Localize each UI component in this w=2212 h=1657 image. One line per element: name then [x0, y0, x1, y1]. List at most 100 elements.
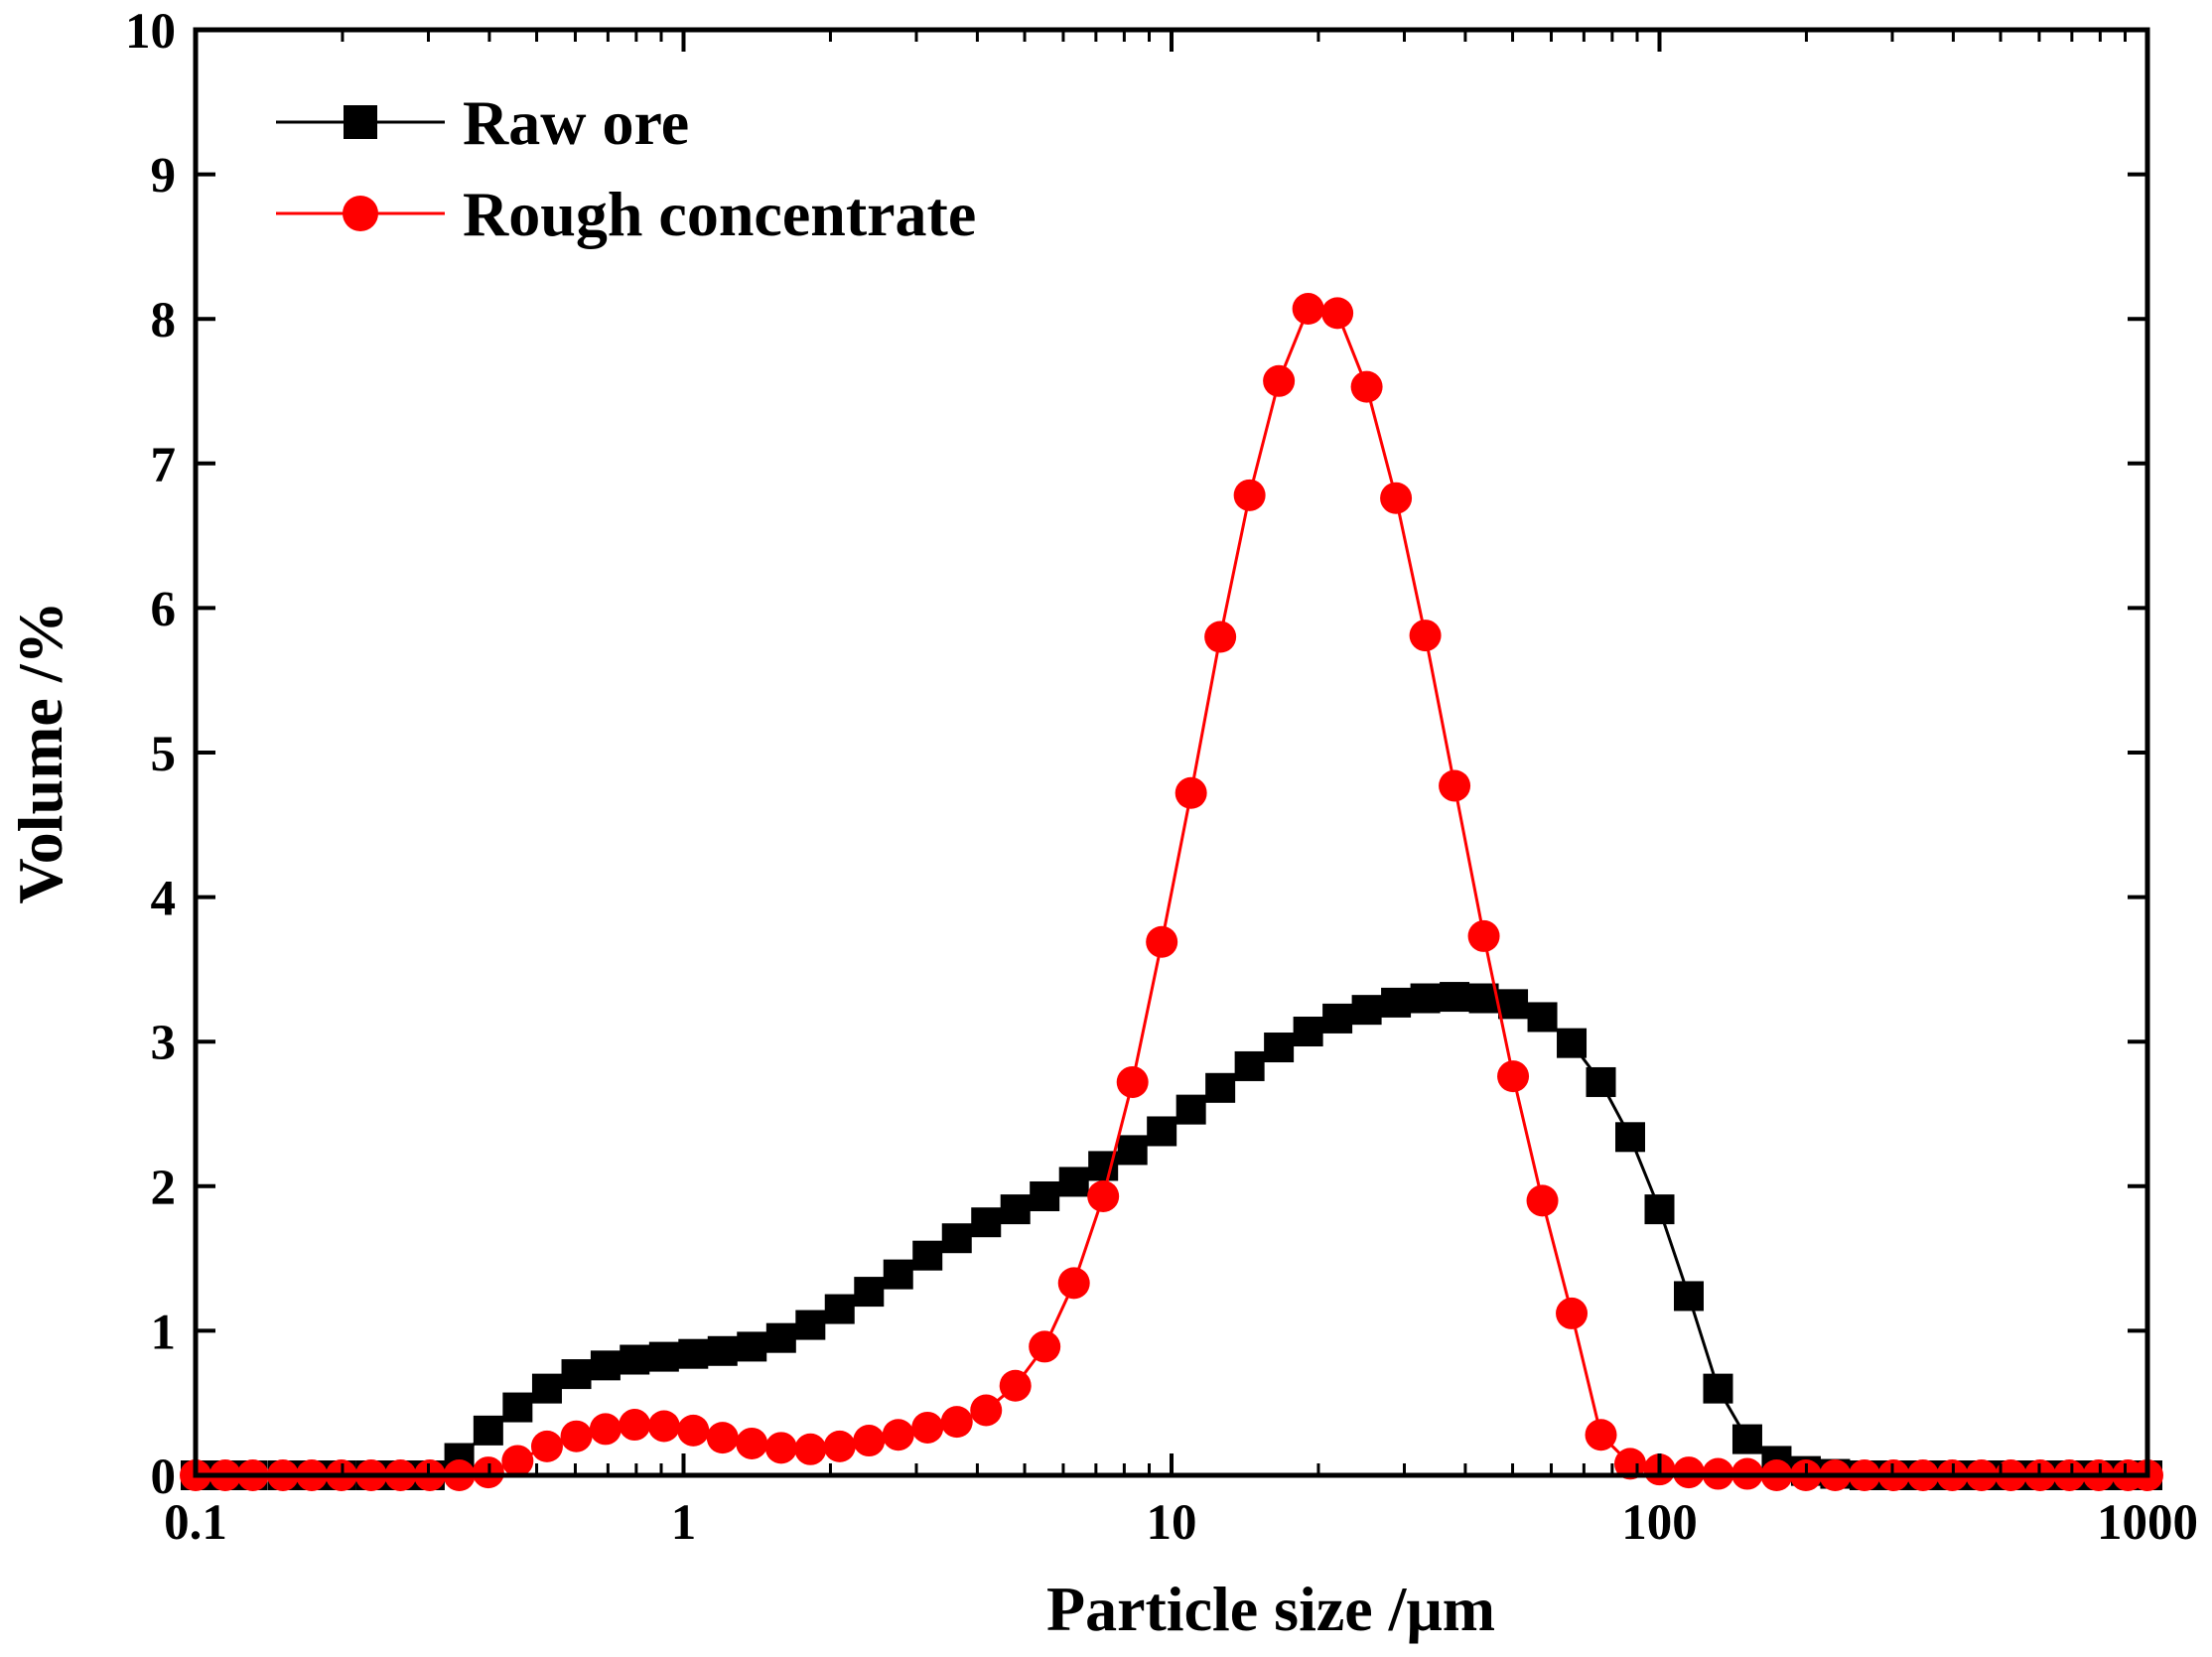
legend-label-rough-concentrate: Rough concentrate [463, 179, 976, 249]
data-point-rough-concentrate [1409, 620, 1442, 652]
x-tick-label: 1 [671, 1495, 697, 1551]
data-point-raw-ore [1175, 1094, 1206, 1125]
series-raw-ore [181, 982, 2162, 1490]
data-point-rough-concentrate [1672, 1456, 1705, 1489]
data-point-rough-concentrate [1556, 1297, 1589, 1329]
data-point-rough-concentrate [677, 1414, 710, 1447]
y-tick-label: 5 [151, 727, 177, 782]
data-point-raw-ore [620, 1344, 650, 1375]
data-point-raw-ore [1293, 1017, 1323, 1047]
y-tick-label: 7 [151, 438, 177, 493]
data-point-raw-ore [1351, 995, 1382, 1026]
data-point-raw-ore [971, 1207, 1002, 1238]
data-point-rough-concentrate [1116, 1065, 1149, 1098]
data-point-raw-ore [473, 1415, 503, 1446]
data-point-raw-ore [1703, 1373, 1733, 1404]
y-tick-label: 4 [151, 872, 177, 927]
data-point-rough-concentrate [1263, 364, 1296, 397]
data-point-rough-concentrate [589, 1413, 622, 1446]
data-point-rough-concentrate [647, 1410, 680, 1443]
data-point-rough-concentrate [823, 1430, 856, 1462]
data-point-raw-ore [824, 1294, 855, 1324]
data-point-raw-ore [795, 1310, 826, 1340]
data-point-rough-concentrate [764, 1432, 797, 1464]
data-point-raw-ore [1000, 1194, 1031, 1225]
data-point-rough-concentrate [1233, 479, 1266, 511]
data-point-raw-ore [1205, 1072, 1236, 1103]
data-point-rough-concentrate [1029, 1330, 1061, 1363]
data-point-rough-concentrate [853, 1425, 886, 1457]
x-tick-label: 0.1 [164, 1495, 227, 1551]
data-point-rough-concentrate [619, 1409, 651, 1442]
data-point-rough-concentrate [1146, 925, 1178, 958]
data-point-raw-ore [678, 1338, 709, 1369]
y-tick-label: 0 [151, 1450, 177, 1505]
data-point-raw-ore [854, 1277, 885, 1308]
data-point-rough-concentrate [1292, 293, 1324, 326]
data-point-raw-ore [1440, 982, 1470, 1013]
data-point-rough-concentrate [736, 1427, 768, 1459]
data-point-rough-concentrate [530, 1430, 563, 1462]
data-point-rough-concentrate [1321, 297, 1354, 330]
data-point-rough-concentrate [1380, 482, 1413, 514]
data-point-rough-concentrate [501, 1445, 534, 1477]
data-point-rough-concentrate [911, 1411, 944, 1444]
data-point-raw-ore [1644, 1194, 1675, 1225]
data-point-rough-concentrate [940, 1406, 973, 1439]
data-point-raw-ore [707, 1335, 738, 1366]
y-tick-label: 6 [151, 582, 177, 637]
data-point-rough-concentrate [1467, 919, 1500, 952]
x-tick-label: 1000 [2097, 1495, 2198, 1551]
data-point-rough-concentrate [1439, 769, 1471, 802]
data-point-raw-ore [737, 1331, 767, 1362]
x-tick-label: 10 [1147, 1495, 1197, 1551]
legend-marker-rough-concentrate [343, 196, 378, 231]
data-point-raw-ore [561, 1359, 592, 1390]
data-point-raw-ore [765, 1322, 796, 1353]
data-point-rough-concentrate [1204, 621, 1237, 653]
y-tick-label: 1 [151, 1305, 177, 1360]
y-axis-title: Volume /% [5, 601, 75, 903]
data-point-raw-ore [648, 1341, 679, 1372]
y-tick-label: 2 [151, 1161, 177, 1216]
y-tick-label: 9 [151, 149, 177, 205]
x-tick-label: 100 [1621, 1495, 1698, 1551]
data-point-raw-ore [1264, 1033, 1295, 1063]
data-point-raw-ore [1030, 1180, 1060, 1211]
data-point-raw-ore [531, 1373, 562, 1404]
legend-label-raw-ore: Raw ore [463, 87, 689, 158]
data-point-raw-ore [1234, 1050, 1265, 1081]
data-point-raw-ore [1731, 1424, 1762, 1454]
legend: Raw ore Rough concentrate [276, 87, 976, 249]
data-point-raw-ore [1527, 1002, 1558, 1033]
data-point-rough-concentrate [794, 1433, 827, 1465]
data-point-raw-ore [1673, 1281, 1704, 1312]
series-rough-concentrate [180, 293, 2163, 1491]
data-point-rough-concentrate [1175, 776, 1207, 809]
data-point-rough-concentrate [1497, 1060, 1530, 1093]
data-point-rough-concentrate [1087, 1179, 1120, 1212]
series-line-rough-concentrate [196, 307, 2147, 1477]
data-point-raw-ore [590, 1350, 621, 1381]
data-point-rough-concentrate [1057, 1267, 1090, 1300]
y-tick-label: 10 [125, 4, 176, 60]
data-point-rough-concentrate [999, 1369, 1032, 1402]
data-point-raw-ore [883, 1259, 913, 1290]
y-tick-label: 8 [151, 293, 177, 348]
data-point-raw-ore [1615, 1122, 1646, 1153]
data-point-rough-concentrate [1526, 1184, 1559, 1217]
data-point-rough-concentrate [970, 1394, 1003, 1427]
data-point-raw-ore [1117, 1135, 1148, 1166]
data-point-raw-ore [912, 1240, 943, 1271]
data-point-rough-concentrate [1585, 1419, 1617, 1451]
y-tick-label: 3 [151, 1016, 177, 1071]
data-point-raw-ore [1381, 987, 1412, 1018]
data-point-raw-ore [1557, 1028, 1588, 1058]
data-point-raw-ore [1322, 1003, 1353, 1034]
data-point-rough-concentrate [882, 1419, 914, 1451]
data-point-rough-concentrate [1350, 370, 1383, 403]
series-line-raw-ore [196, 995, 2147, 1477]
data-point-raw-ore [1147, 1116, 1177, 1147]
series-layer [180, 293, 2163, 1491]
